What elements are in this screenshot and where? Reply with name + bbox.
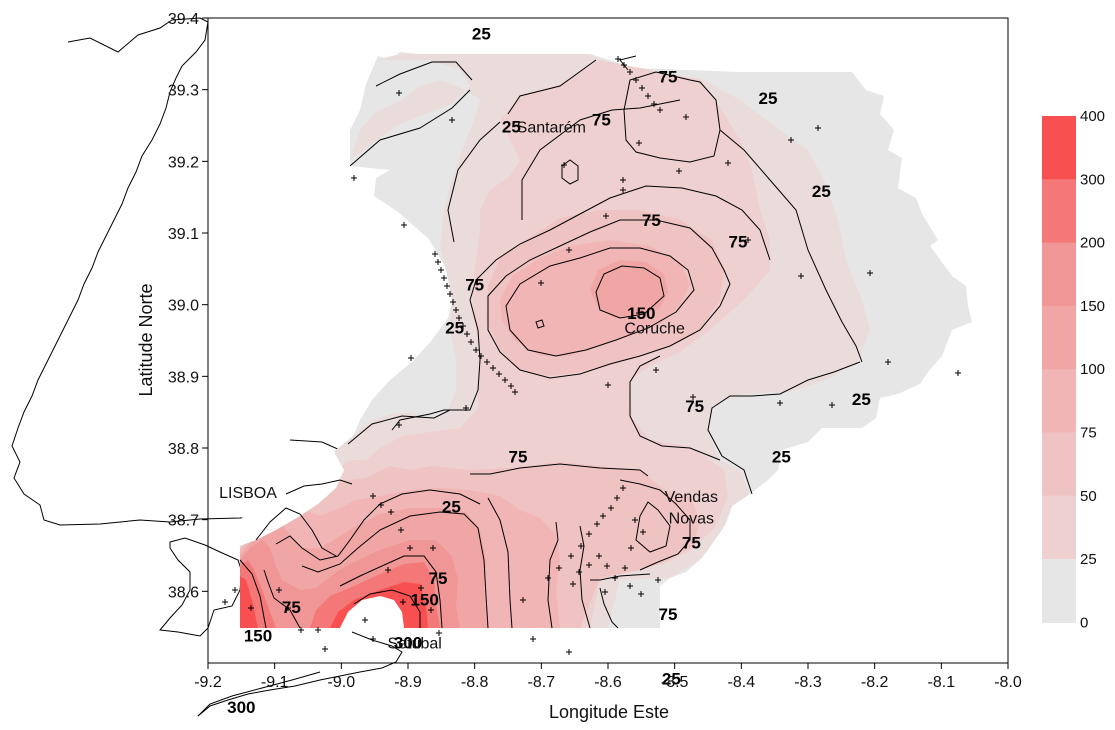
contour-value-label: 25 — [445, 318, 464, 337]
y-tick-label: 38.6 — [168, 584, 199, 601]
contour-value-label: 75 — [429, 569, 448, 588]
y-tick-label: 39.2 — [168, 154, 199, 171]
x-tick-label: -9.1 — [261, 674, 289, 691]
contour-value-label: 75 — [592, 111, 611, 130]
isolines — [239, 55, 863, 629]
y-axis-title: Latitude Norte — [136, 283, 156, 396]
place-label: Novas — [669, 510, 714, 527]
contour-labels: 25 25 75 75 25 25 75 75 25 75 150 75 25 25 75 25 75 75 75 1… — [227, 25, 871, 718]
y-tick-label: 39.4 — [168, 11, 199, 28]
contour-value-label: 25 — [472, 25, 491, 44]
legend-level-label: 25 — [1080, 551, 1097, 568]
fill-level-150 — [240, 260, 668, 628]
legend-swatch — [1042, 369, 1076, 433]
contour-value-label: 25 — [852, 390, 871, 409]
x-tick-label: -8.1 — [928, 674, 956, 691]
y-tick-label: 39.3 — [168, 83, 199, 100]
y-tick-label: 38.7 — [168, 513, 199, 530]
contour-value-label: 75 — [642, 211, 661, 230]
place-label: LISBOA — [219, 485, 277, 502]
color-legend: 400 300 200 150 100 75 50 25 0 — [1042, 108, 1105, 631]
legend-level-label: 50 — [1080, 488, 1097, 505]
x-tick-label: -8.3 — [794, 674, 822, 691]
place-labels: Santarém Coruche LISBOA Vendas Novas Setúbal — [219, 120, 718, 653]
contour-value-label: 150 — [410, 591, 438, 610]
contour-value-label: 75 — [685, 397, 704, 416]
x-axis: -9.2 -9.1 -9.0 -8.9 -8.8 -8.7 -8.6 -8.5 -8.4 -8.3… — [194, 663, 1022, 691]
legend-level-label: 300 — [1080, 171, 1105, 188]
contour-fills — [240, 52, 972, 628]
contour-value-label: 25 — [502, 118, 521, 137]
x-tick-label: -8.9 — [394, 674, 422, 691]
legend-level-label: 100 — [1080, 361, 1105, 378]
contour-value-label: 25 — [759, 89, 778, 108]
x-tick-label: -8.2 — [861, 674, 889, 691]
x-tick-label: -8.7 — [528, 674, 556, 691]
y-tick-label: 39.1 — [168, 226, 199, 243]
x-tick-label: -9.2 — [194, 674, 222, 691]
legend-swatch — [1042, 559, 1076, 623]
x-tick-label: -8.8 — [461, 674, 489, 691]
legend-level-label: 150 — [1080, 298, 1105, 315]
contour-value-label: 25 — [662, 670, 681, 689]
contour-value-label: 75 — [465, 275, 484, 294]
place-label: Vendas — [665, 489, 718, 506]
y-tick-label: 38.8 — [168, 441, 199, 458]
contour-value-label: 75 — [659, 68, 678, 87]
contour-value-label: 25 — [442, 498, 461, 517]
x-axis-title: Longitude Este — [549, 702, 669, 722]
legend-level-label: 200 — [1080, 235, 1105, 252]
legend-swatch — [1042, 305, 1076, 370]
place-label: Coruche — [624, 320, 685, 337]
lisbon-estuary — [240, 452, 344, 546]
station-markers — [222, 56, 961, 655]
contour-value-label: 75 — [282, 598, 301, 617]
x-tick-label: -8.5 — [661, 674, 689, 691]
legend-swatch — [1042, 432, 1076, 497]
contour-value-label: 150 — [627, 304, 655, 323]
setubal-bay — [340, 596, 404, 628]
y-tick-label: 39.0 — [168, 298, 199, 315]
contour-value-label: 300 — [227, 698, 255, 717]
contour-value-label: 75 — [659, 605, 678, 624]
legend-swatch — [1042, 179, 1076, 244]
contour-value-label: 150 — [244, 627, 272, 646]
contour-value-label: 75 — [509, 447, 528, 466]
contour-value-label: 300 — [394, 634, 422, 653]
place-label: Santarém — [517, 120, 586, 137]
y-axis: 39.4 39.3 39.2 39.1 39.0 38.9 38.8 38.7 38.6 — [168, 11, 208, 601]
contour-value-label: 75 — [729, 232, 748, 251]
x-tick-label: -8.4 — [728, 674, 756, 691]
legend-level-label: 400 — [1080, 108, 1105, 125]
y-tick-label: 38.9 — [168, 369, 199, 386]
x-tick-label: -8.6 — [594, 674, 622, 691]
legend-level-label: 0 — [1080, 614, 1088, 631]
contour-value-label: 75 — [682, 533, 701, 552]
legend-swatch — [1042, 495, 1076, 560]
contour-value-label: 25 — [812, 182, 831, 201]
place-label: Setúbal — [388, 636, 442, 653]
legend-level-label: 75 — [1080, 425, 1097, 442]
legend-swatch — [1042, 242, 1076, 307]
x-tick-label: -9.0 — [328, 674, 356, 691]
legend-swatch — [1042, 116, 1076, 180]
contour-value-label: 25 — [772, 447, 791, 466]
x-tick-label: -8.0 — [994, 674, 1022, 691]
